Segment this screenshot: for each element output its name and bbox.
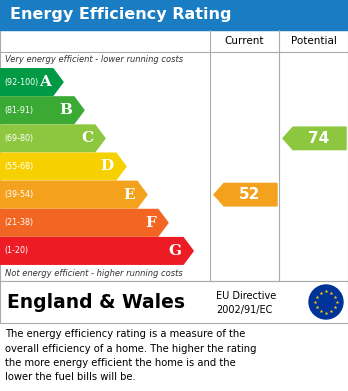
Text: 74: 74 — [308, 131, 329, 146]
Polygon shape — [0, 181, 147, 208]
Text: D: D — [101, 160, 114, 174]
Text: (92-100): (92-100) — [4, 77, 38, 86]
Text: Very energy efficient - lower running costs: Very energy efficient - lower running co… — [5, 56, 183, 65]
Bar — [0, 281, 348, 323]
Text: Current: Current — [225, 36, 264, 46]
Bar — [0, 30, 348, 281]
Text: (1-20): (1-20) — [4, 246, 28, 255]
Text: The energy efficiency rating is a measure of the: The energy efficiency rating is a measur… — [5, 329, 245, 339]
Polygon shape — [283, 127, 346, 150]
Text: (39-54): (39-54) — [4, 190, 33, 199]
Text: F: F — [145, 216, 156, 230]
Bar — [0, 0, 348, 30]
Text: (81-91): (81-91) — [4, 106, 33, 115]
Text: overall efficiency of a home. The higher the rating: overall efficiency of a home. The higher… — [5, 344, 256, 353]
Text: 52: 52 — [239, 187, 260, 202]
Text: EU Directive: EU Directive — [216, 291, 276, 301]
Text: C: C — [81, 131, 93, 145]
Polygon shape — [0, 69, 63, 95]
Text: E: E — [124, 188, 135, 202]
Polygon shape — [0, 210, 168, 236]
Text: Energy Efficiency Rating: Energy Efficiency Rating — [10, 7, 231, 23]
Text: lower the fuel bills will be.: lower the fuel bills will be. — [5, 373, 136, 382]
Text: Not energy efficient - higher running costs: Not energy efficient - higher running co… — [5, 269, 183, 278]
Text: the more energy efficient the home is and the: the more energy efficient the home is an… — [5, 358, 236, 368]
Polygon shape — [0, 125, 105, 152]
Polygon shape — [0, 97, 84, 124]
Text: (21-38): (21-38) — [4, 218, 33, 227]
Polygon shape — [214, 183, 277, 206]
Text: B: B — [59, 103, 72, 117]
Text: (69-80): (69-80) — [4, 134, 33, 143]
Text: 2002/91/EC: 2002/91/EC — [216, 305, 272, 315]
Text: A: A — [39, 75, 51, 89]
Text: England & Wales: England & Wales — [7, 292, 185, 312]
Polygon shape — [0, 153, 126, 180]
Text: Potential: Potential — [291, 36, 337, 46]
Text: (55-68): (55-68) — [4, 162, 33, 171]
Polygon shape — [0, 238, 193, 264]
Text: G: G — [168, 244, 181, 258]
Circle shape — [309, 285, 343, 319]
